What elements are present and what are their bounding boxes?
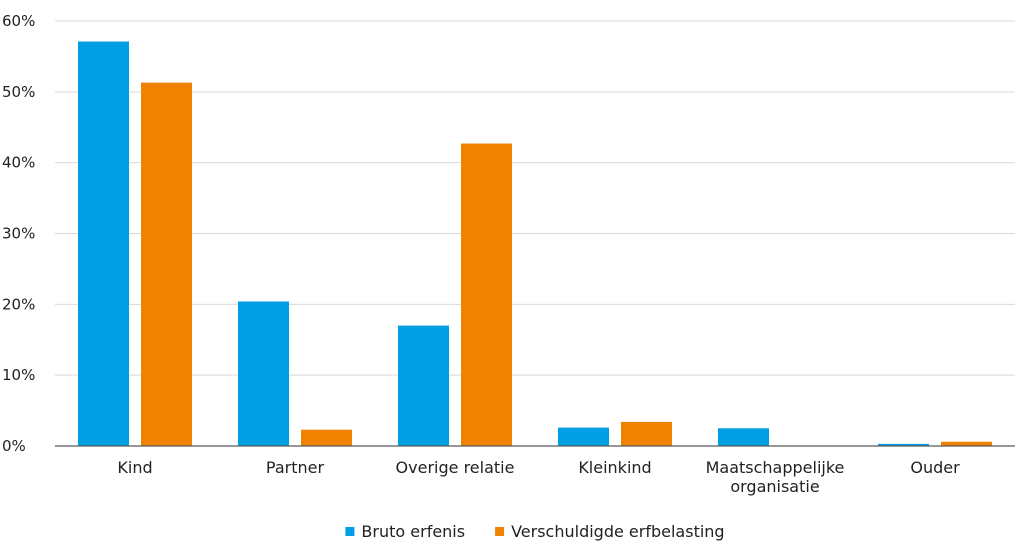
gridlines xyxy=(55,20,1015,376)
bar-bruto-erfenis xyxy=(398,325,449,446)
bar-bruto-erfenis xyxy=(78,41,129,447)
bar-bruto-erfenis xyxy=(558,427,609,446)
bar-verschuldigde-erfbelasting xyxy=(621,421,672,446)
x-tick-label: Overige relatie xyxy=(396,458,515,477)
x-tick-label: Ouder xyxy=(910,458,960,477)
y-tick-label: 30% xyxy=(2,225,35,243)
x-tick-label: Kleinkind xyxy=(578,458,651,477)
bar-verschuldigde-erfbelasting xyxy=(461,143,512,446)
y-tick-label: 20% xyxy=(2,295,35,313)
bar-verschuldigde-erfbelasting xyxy=(941,441,992,446)
y-axis-tick-labels: 0% 10% 20% 30% 40% 50% 60% xyxy=(2,12,35,455)
legend-swatch xyxy=(495,527,505,536)
y-tick-label: 50% xyxy=(2,83,35,101)
bar-bruto-erfenis xyxy=(238,301,289,446)
legend: Bruto erfenis Verschuldigde erfbelasting xyxy=(345,522,725,541)
x-tick-label: Maatschappelijke organisatie xyxy=(706,458,845,496)
y-tick-label: 10% xyxy=(2,366,35,384)
x-tick-label: Partner xyxy=(266,458,325,477)
y-tick-label: 60% xyxy=(2,12,35,30)
legend-label: Verschuldigde erfbelasting xyxy=(511,522,724,541)
x-tick-label: Kind xyxy=(117,458,152,477)
bar-bruto-erfenis xyxy=(878,443,929,446)
legend-item: Verschuldigde erfbelasting xyxy=(495,522,725,541)
legend-swatch xyxy=(345,527,355,536)
bar-bruto-erfenis xyxy=(718,428,769,446)
legend-label: Bruto erfenis xyxy=(361,522,465,541)
bars xyxy=(78,41,992,447)
x-axis-tick-labels: Kind Partner Overige relatie Kleinkind Maats… xyxy=(117,458,960,496)
bar-verschuldigde-erfbelasting xyxy=(141,82,192,446)
legend-item: Bruto erfenis xyxy=(345,522,465,541)
y-tick-label: 0% xyxy=(2,437,26,455)
y-tick-label: 40% xyxy=(2,154,35,172)
bar-verschuldigde-erfbelasting xyxy=(301,429,352,446)
